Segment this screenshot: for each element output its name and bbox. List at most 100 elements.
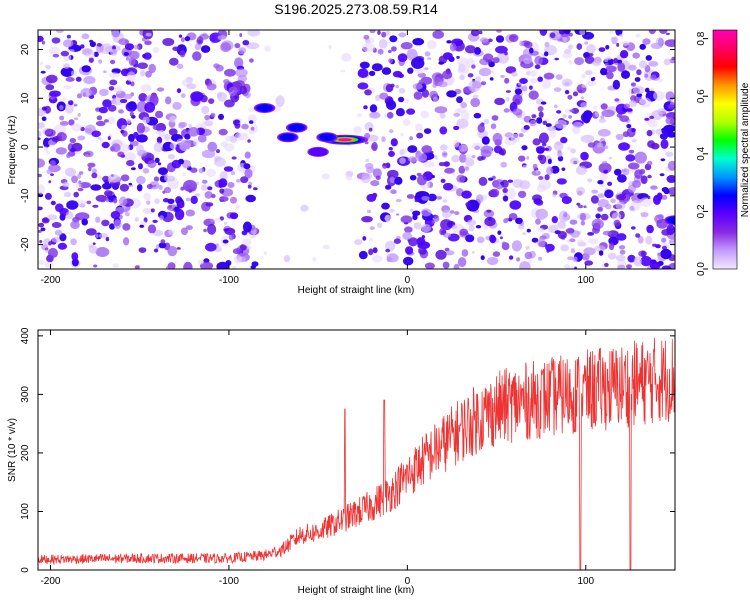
heatmap-speckle xyxy=(108,174,120,183)
heatmap-speckle xyxy=(587,142,596,148)
heatmap-speckle xyxy=(210,218,215,223)
heatmap-speckle xyxy=(388,129,394,134)
heatmap-speckle xyxy=(41,106,48,111)
colorbar-label: Normalized spectral amplitude xyxy=(740,82,750,217)
heatmap-speckle xyxy=(230,212,239,220)
heatmap-speckle xyxy=(526,228,531,233)
heatmap-speckle xyxy=(416,174,427,186)
heatmap-speckle xyxy=(51,37,61,44)
heatmap-speckle xyxy=(136,184,143,192)
heatmap-speckle xyxy=(456,174,466,183)
heatmap-speckle xyxy=(409,136,413,141)
heatmap-feature xyxy=(319,133,335,141)
heatmap-speckle xyxy=(560,244,569,252)
heatmap-speckle xyxy=(592,60,601,66)
heatmap-speckle xyxy=(70,147,77,153)
heatmap-speckle xyxy=(38,184,45,195)
heatmap-speckle xyxy=(461,249,469,257)
heatmap-speckle xyxy=(192,51,202,61)
heatmap-speckle xyxy=(385,30,391,36)
heatmap-speckle xyxy=(402,231,412,240)
heatmap-speckle xyxy=(59,233,67,242)
heatmap-speckle xyxy=(182,172,186,177)
heatmap-speckle xyxy=(341,53,352,62)
heatmap-speckle xyxy=(369,30,376,34)
heatmap-speckle xyxy=(545,123,552,128)
heatmap-speckle xyxy=(71,70,77,77)
heatmap-speckle xyxy=(553,141,564,151)
heatmap-speckle xyxy=(402,118,411,126)
heatmap-speckle xyxy=(551,216,558,224)
heatmap-speckle xyxy=(426,40,437,50)
heatmap-speckle xyxy=(200,184,208,191)
heatmap-speckle xyxy=(572,91,579,97)
heatmap-speckle xyxy=(617,174,627,183)
heatmap-speckle xyxy=(248,181,253,186)
heatmap-speckle xyxy=(138,93,148,102)
heatmap-speckle xyxy=(537,238,546,248)
heatmap-speckle xyxy=(423,161,435,168)
heatmap-speckle xyxy=(165,96,172,105)
heatmap-speckle xyxy=(250,265,256,269)
heatmap-speckle xyxy=(130,81,135,87)
heatmap-marks xyxy=(38,30,675,269)
colorbar-gradient xyxy=(712,29,738,270)
heatmap-speckle xyxy=(371,141,378,152)
heatmap-speckle xyxy=(248,58,254,63)
heatmap-speckle xyxy=(38,206,43,211)
snr-x-tick-label: 100 xyxy=(577,576,594,587)
heatmap-speckle xyxy=(645,87,650,93)
heatmap-speckle xyxy=(51,222,62,228)
heatmap-speckle xyxy=(597,129,611,137)
heatmap-speckle xyxy=(81,218,88,226)
heatmap-speckle xyxy=(73,103,78,107)
heatmap-speckle xyxy=(465,154,472,161)
heatmap-speckle xyxy=(231,265,237,269)
heatmap-speckle xyxy=(388,150,395,157)
heatmap-speckle xyxy=(610,198,616,204)
heatmap-speckle xyxy=(458,144,468,152)
heatmap-speckle xyxy=(128,182,133,186)
heatmap-speckle xyxy=(562,52,573,59)
heatmap-speckle xyxy=(414,198,419,203)
heatmap-speckle xyxy=(39,240,43,244)
heatmap-speckle xyxy=(600,115,605,120)
heatmap-speckle xyxy=(659,173,665,177)
snr-y-tick-label: 400 xyxy=(20,327,31,344)
heatmap-speckle xyxy=(434,106,448,114)
heatmap-speckle xyxy=(471,155,476,159)
heatmap-speckle xyxy=(611,212,622,221)
heatmap-speckle xyxy=(399,157,406,164)
heatmap-speckle xyxy=(214,218,222,223)
heatmap-speckle xyxy=(616,233,627,241)
heatmap-speckle xyxy=(227,182,235,188)
heatmap-speckle xyxy=(202,179,208,184)
heatmap-speckle xyxy=(587,178,593,183)
heatmap-speckle xyxy=(46,169,53,175)
heatmap-speckle xyxy=(381,202,390,210)
heatmap-speckle xyxy=(188,123,192,128)
heatmap-speckle xyxy=(172,101,182,110)
heatmap-speckle xyxy=(413,91,423,100)
heatmap-speckle xyxy=(621,40,630,46)
heatmap-speckle xyxy=(81,33,90,40)
heatmap-speckle xyxy=(464,166,470,171)
heatmap-speckle xyxy=(534,64,541,70)
heatmap-speckle xyxy=(640,212,649,218)
heatmap-speckle xyxy=(381,67,392,75)
heatmap-speckle xyxy=(635,233,641,238)
heatmap-speckle xyxy=(88,245,98,254)
heatmap-speckle xyxy=(634,151,647,164)
heatmap-feature xyxy=(667,216,675,224)
heatmap-speckle xyxy=(494,97,505,106)
heatmap-speckle xyxy=(648,60,659,67)
heatmap-speckle xyxy=(210,112,216,118)
heatmap-speckle xyxy=(537,76,543,82)
heatmap-speckle xyxy=(532,138,541,146)
heatmap-speckle xyxy=(51,77,57,83)
heatmap-speckle xyxy=(511,240,522,252)
heatmap-speckle xyxy=(457,257,467,268)
heatmap-speckle xyxy=(71,123,82,132)
heatmap-speckle xyxy=(234,57,244,68)
heatmap-speckle xyxy=(613,57,619,64)
